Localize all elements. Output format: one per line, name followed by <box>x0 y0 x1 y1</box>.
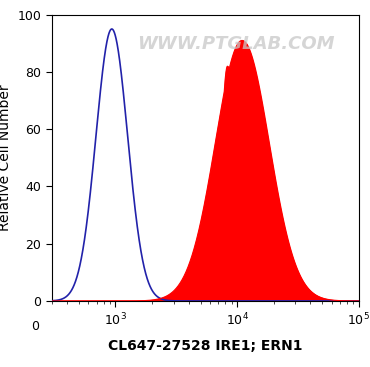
X-axis label: CL647-27528 IRE1; ERN1: CL647-27528 IRE1; ERN1 <box>108 339 303 353</box>
Text: WWW.PTGLAB.COM: WWW.PTGLAB.COM <box>137 35 335 53</box>
Text: 0: 0 <box>31 320 39 333</box>
Y-axis label: Relative Cell Number: Relative Cell Number <box>0 84 12 231</box>
